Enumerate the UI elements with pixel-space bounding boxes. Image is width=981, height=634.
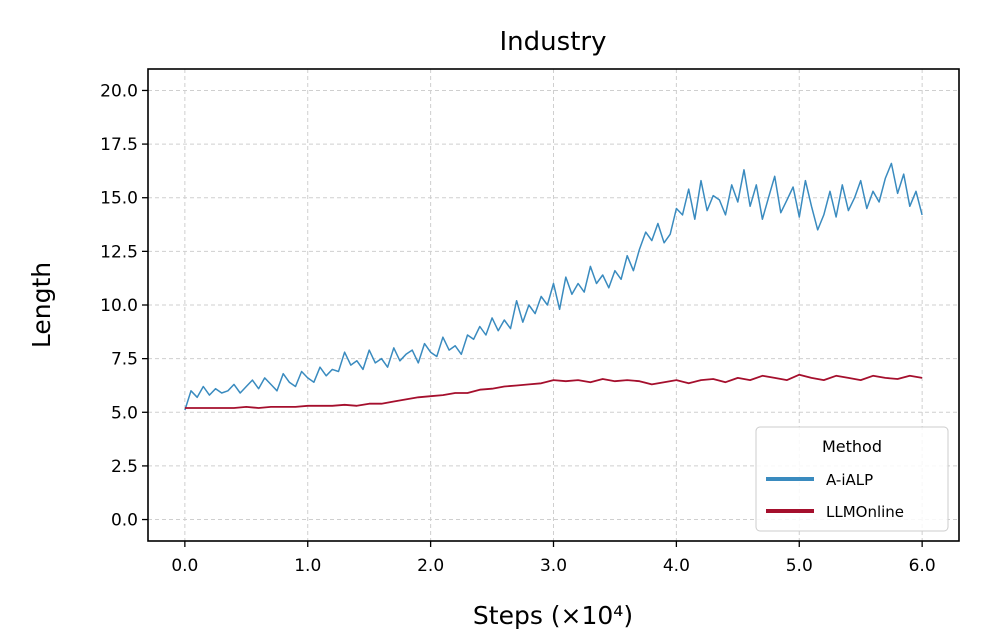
y-tick-label: 2.5 [111, 457, 138, 477]
y-tick-label: 5.0 [111, 403, 138, 423]
series-lines [184, 162, 923, 411]
x-axis-title: Steps (×10⁴) [473, 601, 633, 630]
y-axis-ticks: 0.0 2.5 5.0 7.5 10.0 12.5 15.0 17.5 20.0 [100, 81, 148, 531]
x-tick-label: 2.0 [417, 556, 444, 576]
y-axis-title: Length [27, 262, 56, 348]
legend-title: Method [822, 437, 882, 456]
x-tick-label: 6.0 [909, 556, 936, 576]
x-tick-label: 3.0 [540, 556, 567, 576]
y-tick-label: 0.0 [111, 511, 138, 531]
y-tick-label: 12.5 [100, 242, 138, 262]
legend-label-a-ialp: A-iALP [826, 471, 873, 489]
y-tick-label: 20.0 [100, 81, 138, 101]
x-tick-label: 5.0 [786, 556, 813, 576]
legend-label-llmonline: LLMOnline [826, 503, 904, 521]
y-tick-label: 17.5 [100, 135, 138, 155]
series-line-llmonline [184, 373, 923, 409]
y-tick-label: 7.5 [111, 350, 138, 370]
x-tick-label: 0.0 [171, 556, 198, 576]
series-line-a-ialp [184, 162, 923, 411]
x-tick-label: 1.0 [294, 556, 321, 576]
chart-title: Industry [500, 27, 607, 57]
legend-box [755, 426, 949, 532]
x-axis-ticks: 0.0 1.0 2.0 3.0 4.0 5.0 6.0 [171, 541, 936, 576]
y-tick-label: 15.0 [100, 189, 138, 209]
y-tick-label: 10.0 [100, 296, 138, 316]
x-tick-label: 4.0 [663, 556, 690, 576]
legend: Method A-iALP LLMOnline [755, 426, 949, 532]
